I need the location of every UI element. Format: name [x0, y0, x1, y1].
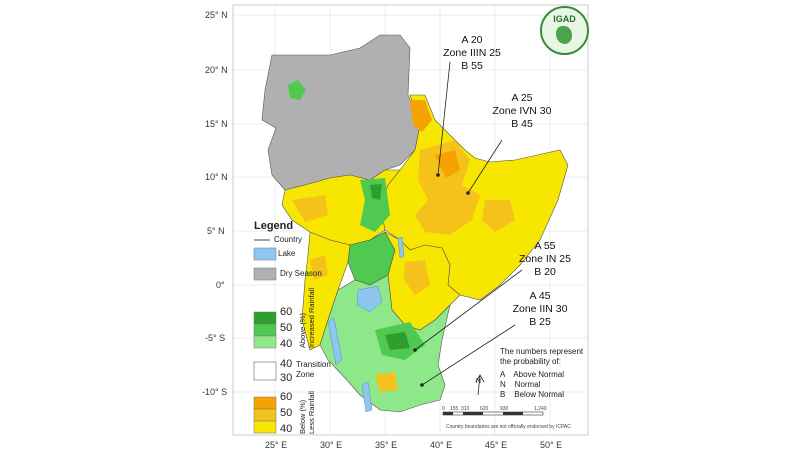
orange-patch-kenya — [404, 260, 430, 295]
zone-pointers — [414, 61, 523, 386]
lon-tick-30e: 30° E — [320, 440, 343, 450]
scale-310: 310 — [461, 406, 470, 412]
zone-iii-b: B 55 — [461, 60, 483, 72]
lake-turkana — [397, 236, 405, 259]
probability-note-n: N Normal — [500, 380, 541, 389]
zone-label-i: A 55 Zone IN 25 B 20 — [505, 240, 585, 279]
lon-tick-40e: 40° E — [430, 440, 453, 450]
map-frame: IGAD 25° N 20° N 15° N 10° N 5° N 0° -5°… — [202, 0, 600, 460]
orange-patch-tanzania-south — [375, 372, 398, 392]
forecast-map — [232, 4, 589, 436]
lake-tanganyika — [327, 317, 343, 366]
legend-above-label-1: Above (%) — [298, 312, 307, 348]
probability-note-a: A Above Normal — [500, 370, 565, 379]
probability-note-line2: the probability of: — [500, 357, 561, 366]
lon-tick-45e: 45° E — [485, 440, 508, 450]
legend-below-label-2: Less Rainfall — [307, 391, 316, 434]
legend-above-label: Above (%) Increased Rainfall — [298, 288, 316, 348]
zone-iv-n: Zone IVN 30 — [492, 105, 552, 117]
lake-malawi — [361, 381, 373, 413]
orange-patch-somalia — [482, 200, 515, 232]
legend-transition-40: 40 — [280, 358, 293, 370]
scale-155: 155 — [450, 406, 459, 412]
zone-iii-a: A 20 — [461, 34, 483, 46]
legend-country: Country — [274, 235, 303, 244]
legend-transition-30: 30 — [280, 372, 293, 384]
lat-tick-5s: -5° S — [205, 333, 226, 343]
zone-ii-n: Zone IIN 30 — [512, 303, 568, 315]
scale-930: 930 — [500, 406, 509, 412]
legend-title: Legend — [254, 220, 294, 232]
lat-tick-5n: 5° N — [207, 226, 225, 236]
zone-label-ii: A 45 Zone IIN 30 B 25 — [500, 290, 580, 329]
legend-dry-season: Dry Season — [280, 269, 322, 278]
zone-iii-n: Zone IIIN 25 — [443, 47, 501, 59]
legend-below-label: Below (%) Less Rainfall — [298, 391, 316, 434]
green-patch-south-sudan-dark — [370, 184, 382, 200]
orange-patch-west — [310, 255, 328, 280]
legend-below-40: 40 — [280, 423, 293, 435]
scale-bar — [442, 411, 544, 416]
probability-note: The numbers represent the probability of… — [500, 347, 595, 400]
probability-note-line1: The numbers represent — [500, 347, 584, 356]
orange-patch-ethiopia-core — [435, 150, 460, 178]
igad-logo-text: IGAD — [553, 14, 576, 24]
lon-tick-35e: 35° E — [375, 440, 398, 450]
green-patch-tanzania-dark — [385, 332, 410, 350]
zone-pointer-dots — [413, 173, 470, 387]
lat-tick-25n: 25° N — [205, 10, 228, 20]
legend-graphics — [253, 239, 277, 434]
legend-transition-label-2: Zone — [296, 370, 315, 379]
zone-iv-b: B 45 — [511, 118, 533, 130]
legend-transition-label-1: Transition — [296, 360, 331, 369]
green-patch-north — [288, 80, 306, 100]
lat-tick-10s: -10° S — [202, 387, 228, 397]
orange-patch-south-sudan — [292, 195, 328, 222]
zone-ii-a: A 45 — [529, 290, 551, 302]
zone-ii-b: B 25 — [529, 316, 551, 328]
scale-0: 0 — [442, 406, 445, 412]
zone-i-a: A 55 — [534, 240, 556, 252]
legend-above-60: 60 — [280, 306, 293, 318]
legend-above-label-2: Increased Rainfall — [307, 287, 316, 348]
region-dry-season-sudan — [261, 34, 421, 191]
igad-logo-map-icon — [556, 26, 572, 44]
north-arrow-icon — [475, 374, 485, 396]
igad-logo: IGAD — [540, 6, 589, 55]
north-label: N — [476, 378, 482, 385]
legend-below-50: 50 — [280, 407, 293, 419]
lon-tick-50e: 50° E — [540, 440, 563, 450]
lat-tick-20n: 20° N — [205, 65, 228, 75]
zone-i-n: Zone IN 25 — [519, 253, 571, 265]
orange-patch-ethiopia — [415, 140, 480, 235]
green-patch-south-sudan — [360, 178, 390, 232]
lat-tick-0: 0° — [216, 280, 225, 290]
zone-label-iv: A 25 Zone IVN 30 B 45 — [482, 92, 562, 131]
zone-i-b: B 20 — [534, 266, 556, 278]
orange-patch-eritrea — [410, 100, 432, 132]
zone-label-iii: A 20 Zone IIIN 25 B 55 — [432, 34, 512, 73]
lake-victoria — [356, 285, 383, 313]
probability-note-b: B Below Normal — [500, 390, 565, 399]
legend-below-60: 60 — [280, 391, 293, 403]
lon-tick-25e: 25° E — [265, 440, 288, 450]
lat-tick-10n: 10° N — [205, 172, 228, 182]
legend-lake: Lake — [278, 249, 296, 258]
legend-above-50: 50 — [280, 322, 293, 334]
legend-below-label-1: Below (%) — [298, 399, 307, 434]
zone-iv-a: A 25 — [511, 92, 533, 104]
scale-620: 620 — [480, 406, 489, 412]
scale-1240: 1,240 — [534, 406, 547, 412]
lat-tick-15n: 15° N — [205, 119, 228, 129]
map-border — [232, 4, 589, 436]
disclaimer: Country boundaries are not officially en… — [446, 424, 571, 430]
legend-above-40: 40 — [280, 338, 293, 350]
